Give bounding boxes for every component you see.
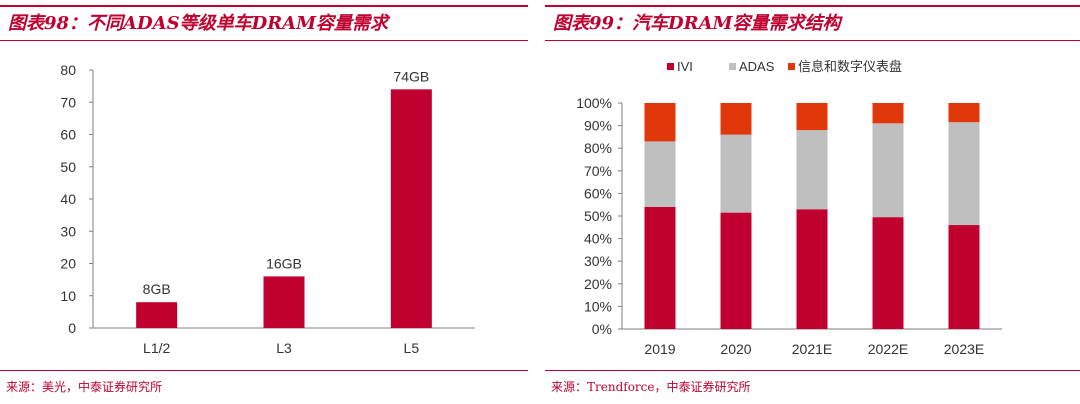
bottom-rule: [0, 370, 528, 371]
figure-title-99: 图表99：汽车DRAM容量需求结构: [553, 13, 841, 34]
y-tick-label: 90%: [584, 118, 612, 134]
data-label: 8GB: [143, 281, 171, 297]
y-tick-label: 100%: [576, 95, 612, 111]
legend-swatch: [788, 63, 795, 70]
y-tick-label: 40: [60, 191, 76, 207]
x-tick-label: 2021E: [792, 341, 832, 357]
y-tick-label: 70: [60, 94, 76, 110]
x-tick-label: 2020: [720, 341, 751, 357]
x-tick-label: 2023E: [944, 341, 984, 357]
y-tick-label: 50%: [584, 208, 612, 224]
stacked-bar-segment: [872, 217, 904, 329]
stacked-bar-segment: [720, 103, 752, 135]
y-tick-label: 60%: [584, 185, 612, 201]
y-tick-label: 70%: [584, 163, 612, 179]
left-figure-panel: 图表98：不同ADAS等级单车DRAM容量需求 0 10 20 30 40 50 60 70 8…: [0, 0, 528, 404]
stacked-bar-segment: [796, 103, 828, 131]
source-note: 来源：美光，中泰证券研究所: [6, 380, 163, 394]
stacked-bar-segment: [644, 103, 676, 142]
stacked-bar-segment: [644, 141, 676, 207]
y-tick-label: 80%: [584, 140, 612, 156]
legend-label: IVI: [677, 59, 693, 74]
x-tick-label: L3: [276, 340, 292, 356]
y-tick-label: 80: [60, 62, 76, 78]
stacked-bar-segment: [948, 225, 980, 329]
top-rule: [0, 5, 528, 7]
y-tick-label: 50: [60, 159, 76, 175]
source-note: 来源：Trendforce，中泰证券研究所: [551, 380, 751, 394]
y-tick-label: 60: [60, 127, 76, 143]
bar: [263, 276, 305, 328]
stacked-bar-segment: [872, 103, 904, 124]
y-tick-label: 40%: [584, 231, 612, 247]
stacked-bar-segment: [720, 212, 752, 329]
bar: [390, 89, 432, 328]
x-tick-label: 2022E: [868, 341, 908, 357]
adas-dram-bar-chart: 0 10 20 30 40 50 60 70 80 8GB L1/2 16GB L3 74GB L5: [60, 62, 475, 356]
bar: [136, 302, 178, 328]
y-tick-label: 0: [68, 320, 76, 336]
top-rule: [545, 5, 1080, 7]
title-rule: [545, 40, 1080, 41]
y-tick-label: 30%: [584, 253, 612, 269]
y-tick-label: 20%: [584, 276, 612, 292]
stacked-bar-segment: [796, 130, 828, 210]
title-rule: [0, 40, 528, 41]
x-tick-label: 2019: [644, 341, 675, 357]
data-label: 16GB: [266, 255, 302, 271]
x-tick-label: L1/2: [143, 340, 170, 356]
stacked-bar-segment: [644, 206, 676, 329]
y-tick-label: 10: [60, 288, 76, 304]
y-tick-label: 30: [60, 223, 76, 239]
legend-label: 信息和数字仪表盘: [798, 59, 902, 74]
y-tick-label: 10%: [584, 298, 612, 314]
stacked-bar-segment: [872, 123, 904, 218]
stacked-bar-segment: [720, 134, 752, 213]
legend-swatch: [667, 63, 674, 70]
x-tick-label: L5: [404, 340, 420, 356]
bottom-rule: [545, 370, 1080, 371]
stacked-bar-segment: [948, 103, 980, 123]
legend-swatch: [729, 63, 736, 70]
dram-structure-stacked-chart: IVI ADAS 信息和数字仪表盘 0% 10% 20% 30% 40% 50% 60% 70% 80…: [576, 59, 1002, 357]
y-tick-label: 20: [60, 256, 76, 272]
y-tick-label: 0%: [592, 321, 612, 337]
stacked-bar-segment: [948, 122, 980, 226]
legend-label: ADAS: [739, 59, 775, 74]
data-label: 74GB: [393, 68, 429, 84]
figure-title-98: 图表98：不同ADAS等级单车DRAM容量需求: [8, 13, 389, 34]
stacked-bar-segment: [796, 209, 828, 329]
right-figure-panel: 图表99：汽车DRAM容量需求结构 IVI ADAS 信息和数字仪表盘 0% 10% 20…: [545, 0, 1080, 404]
